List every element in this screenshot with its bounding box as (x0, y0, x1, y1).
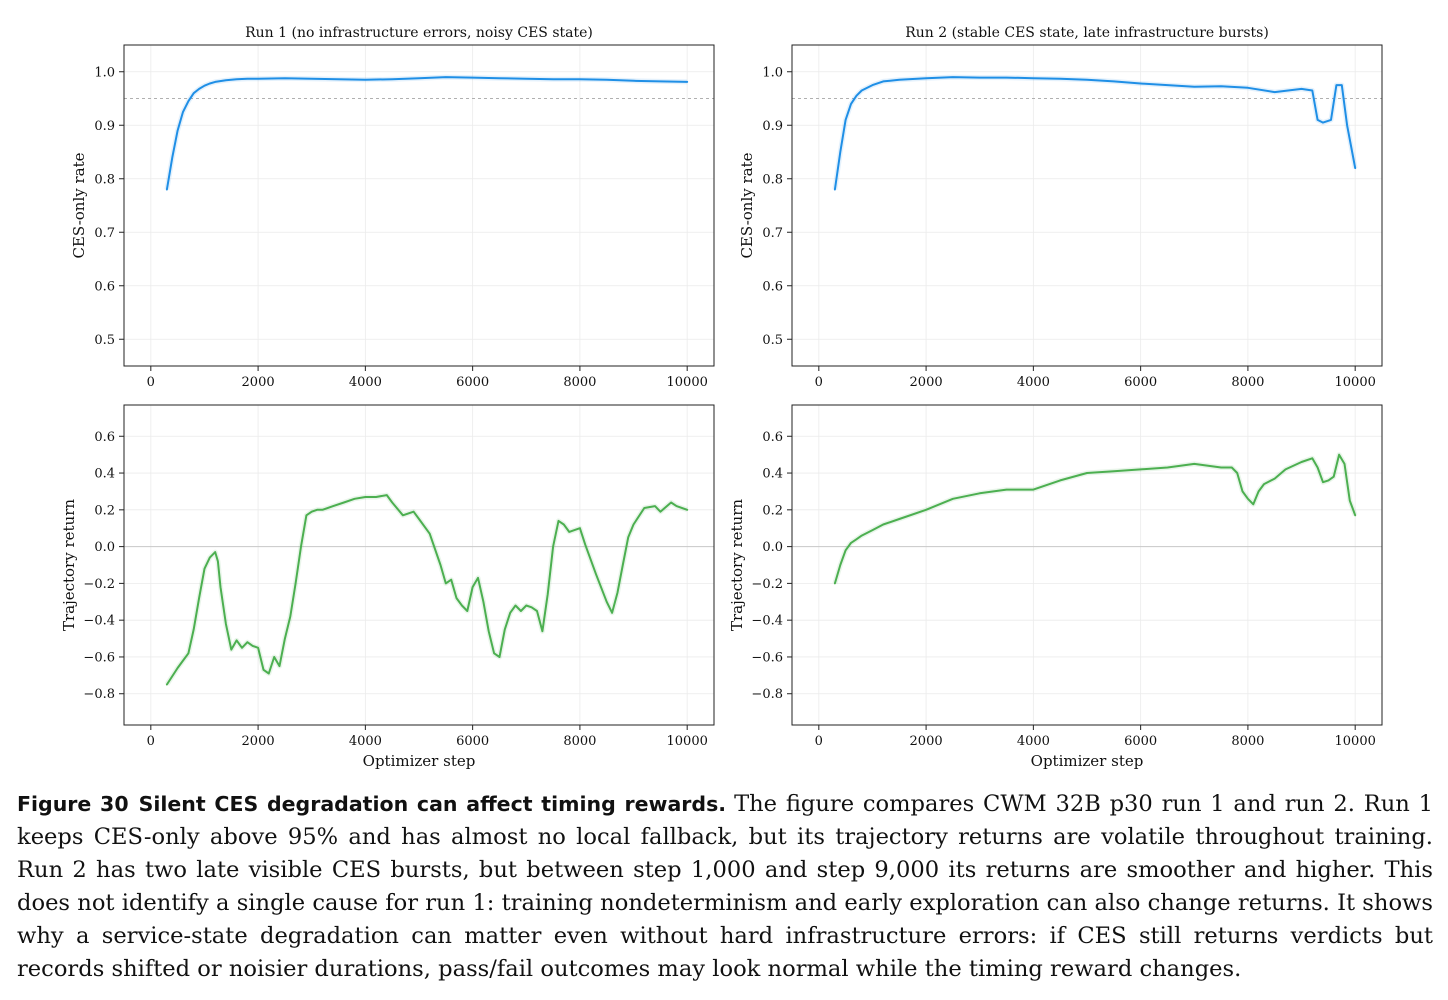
plot-frame (791, 404, 1383, 726)
x-tick-label: 4000 (349, 734, 382, 749)
x-tick-label: 2000 (910, 734, 943, 749)
x-tick-label: 4000 (1017, 375, 1050, 390)
y-tick-label: 0.9 (94, 119, 115, 134)
series-line-1 (165, 76, 689, 191)
x-tick-label: 6000 (1124, 734, 1157, 749)
plot-frame (123, 44, 715, 367)
y-tick-label: 0.8 (94, 172, 115, 187)
y-tick-label: −0.2 (83, 577, 115, 592)
y-tick-label: 0.2 (94, 503, 115, 518)
y-axis-label: CES-only rate (70, 152, 88, 258)
chart-panel-4: 0 2000 4000 6000 8000 10000 −0.8 −0.6 −0.4 −0.2 0.… (728, 404, 1383, 770)
x-tick-label: 6000 (456, 734, 489, 749)
y-axis-label: CES-only rate (738, 152, 756, 258)
series-raw-band (832, 452, 1358, 585)
x-tick-label: 0 (147, 734, 155, 749)
series-line-1 (165, 494, 689, 686)
x-tick-label: 10000 (667, 734, 708, 749)
y-tick-label: −0.6 (83, 650, 115, 665)
y-tick-label: 0.7 (762, 226, 783, 241)
x-tick-label: 0 (815, 375, 823, 390)
y-tick-label: 0.6 (94, 430, 115, 445)
series-raw-band (164, 492, 689, 686)
x-tick-label: 10000 (1335, 375, 1376, 390)
series-raw-band (832, 74, 1358, 190)
x-axis-label: Optimizer step (363, 752, 476, 770)
x-tick-label: 0 (815, 734, 823, 749)
y-tick-label: −0.4 (83, 614, 115, 629)
chart-panel-1: 0 2000 4000 6000 8000 10000 0.5 0.6 0.7 0.8 0.9 1.0… (70, 25, 715, 390)
series-raw-band (164, 74, 688, 190)
x-tick-label: 6000 (1124, 375, 1157, 390)
y-tick-label: 0.4 (762, 467, 783, 482)
x-tick-label: 4000 (1017, 734, 1050, 749)
x-tick-label: 8000 (1231, 375, 1264, 390)
series-line-1 (833, 76, 1357, 191)
y-tick-label: −0.8 (83, 687, 115, 702)
x-tick-label: 10000 (667, 375, 708, 390)
chart-panel-2: 0 2000 4000 6000 8000 10000 0.5 0.6 0.7 0.8 0.9 1.0… (738, 25, 1383, 390)
figure-30-charts: 0 2000 4000 6000 8000 10000 0.5 0.6 0.7 0.8 0.9 1.0… (60, 25, 1383, 770)
x-tick-label: 8000 (563, 375, 596, 390)
y-tick-label: 1.0 (94, 65, 115, 80)
y-tick-label: −0.6 (751, 650, 783, 665)
chart-panel-3: 0 2000 4000 6000 8000 10000 −0.8 −0.6 −0.4 −0.2 0.… (60, 404, 715, 770)
chart-title: Run 1 (no infrastructure errors, noisy C… (245, 25, 593, 41)
y-axis-label: Trajectory return (728, 499, 746, 631)
y-tick-label: 0.8 (762, 172, 783, 187)
x-axis-label: Optimizer step (1031, 752, 1144, 770)
x-tick-label: 6000 (456, 375, 489, 390)
y-tick-label: 0.5 (762, 333, 783, 348)
y-tick-label: 0.6 (94, 279, 115, 294)
y-tick-label: 0.6 (762, 430, 783, 445)
y-tick-label: 0.7 (94, 226, 115, 241)
caption-label: Figure 30 (17, 792, 129, 816)
chart-title: Run 2 (stable CES state, late infrastruc… (905, 25, 1269, 41)
y-tick-label: 0.4 (94, 467, 115, 482)
caption-text: The figure compares CWM 32B p30 run 1 an… (17, 791, 1433, 982)
y-tick-label: 0.6 (762, 279, 783, 294)
y-tick-label: −0.2 (751, 577, 783, 592)
x-tick-label: 2000 (910, 375, 943, 390)
y-tick-label: 0.0 (762, 540, 783, 555)
x-tick-label: 2000 (242, 375, 275, 390)
x-tick-label: 0 (147, 375, 155, 390)
x-tick-label: 10000 (1335, 734, 1376, 749)
plot-frame (123, 404, 715, 726)
y-tick-label: −0.4 (751, 614, 783, 629)
x-tick-label: 2000 (242, 734, 275, 749)
caption-title: Silent CES degradation can affect timing… (138, 792, 727, 816)
y-tick-label: −0.8 (751, 687, 783, 702)
plot-frame (791, 44, 1383, 367)
y-axis-label: Trajectory return (60, 499, 78, 631)
x-tick-label: 8000 (1231, 734, 1264, 749)
y-tick-label: 1.0 (762, 65, 783, 80)
y-tick-label: 0.0 (94, 540, 115, 555)
figure-caption: Figure 30 Silent CES degradation can affe… (17, 788, 1433, 986)
y-tick-label: 0.9 (762, 119, 783, 134)
y-tick-label: 0.2 (762, 503, 783, 518)
series-line-1 (833, 453, 1357, 585)
y-tick-label: 0.5 (94, 333, 115, 348)
x-tick-label: 8000 (563, 734, 596, 749)
x-tick-label: 4000 (349, 375, 382, 390)
